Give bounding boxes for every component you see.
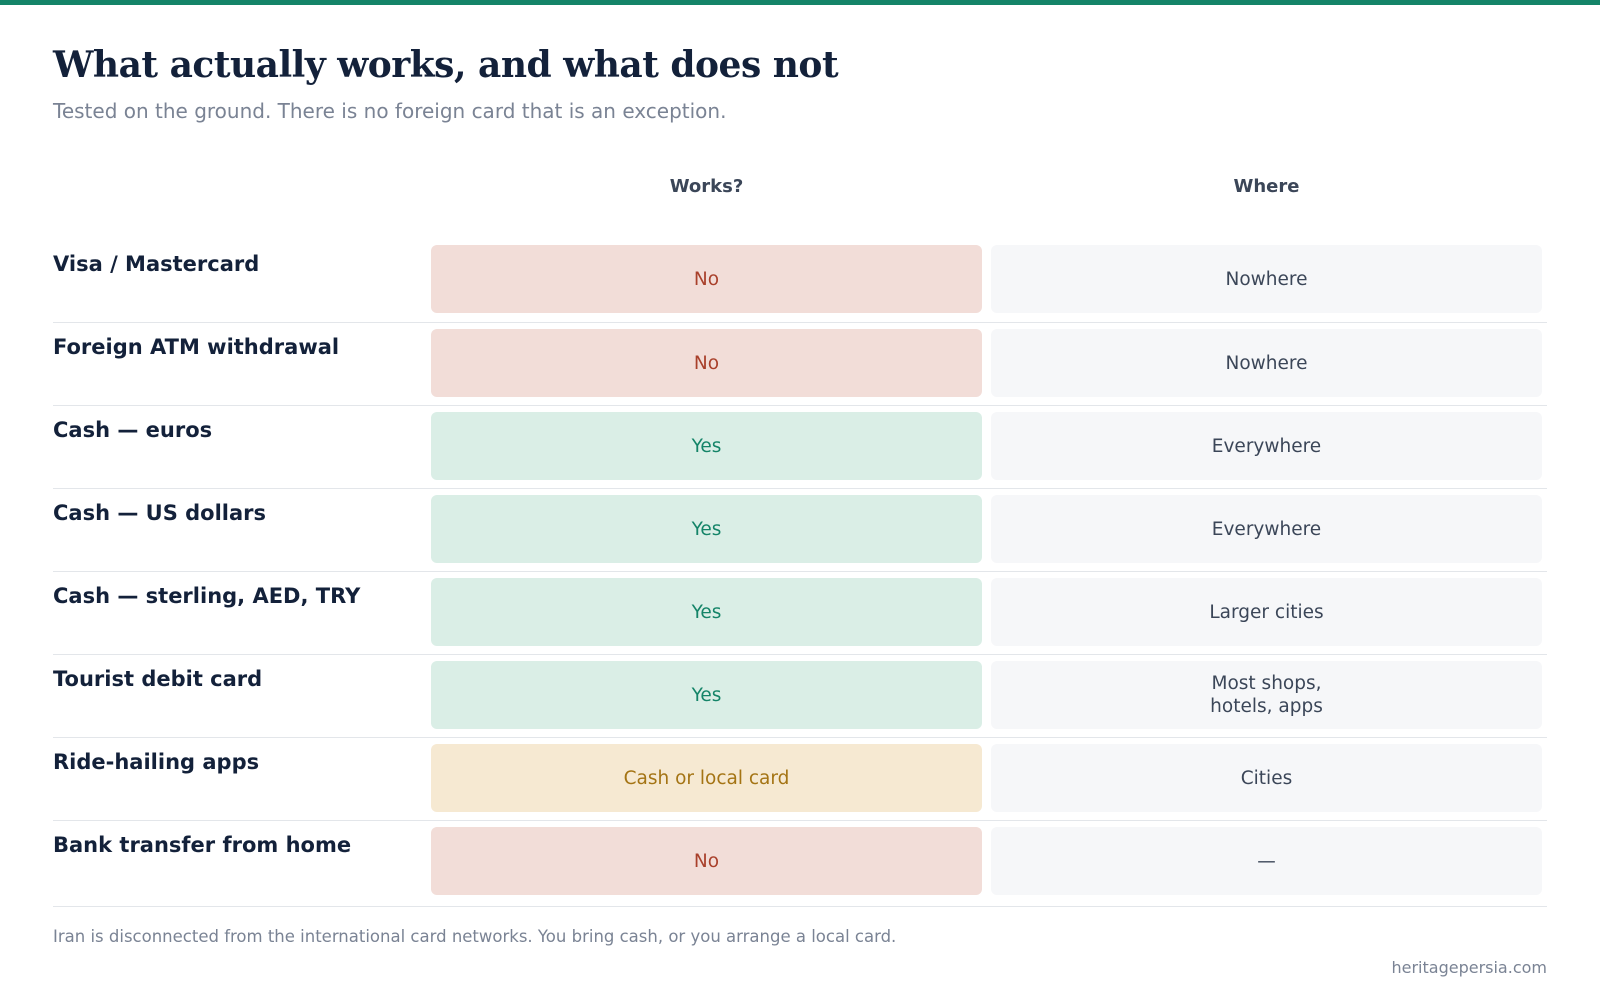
where-cell: Most shops, hotels, apps <box>991 661 1542 729</box>
row-label: Cash — euros <box>53 418 213 442</box>
row-label: Bank transfer from home <box>53 833 352 857</box>
table-row: Cash — euros Yes Everywhere <box>53 406 1547 489</box>
column-header-works: Works? <box>669 176 744 197</box>
where-cell: Cities <box>991 744 1542 812</box>
where-cell: Nowhere <box>991 245 1542 313</box>
accent-bar <box>0 0 1600 5</box>
works-status-cell: Yes <box>431 661 982 729</box>
row-label: Visa / Mastercard <box>53 252 260 276</box>
works-status-cell: Yes <box>431 412 982 480</box>
table-row: Cash — sterling, AED, TRY Yes Larger cit… <box>53 572 1547 655</box>
payment-table: Visa / Mastercard No Nowhere Foreign ATM… <box>53 240 1547 907</box>
works-status-cell: Cash or local card <box>431 744 982 812</box>
table-row: Bank transfer from home No — <box>53 821 1547 907</box>
row-label: Cash — US dollars <box>53 501 267 525</box>
table-row: Tourist debit card Yes Most shops, hotel… <box>53 655 1547 738</box>
where-cell: Everywhere <box>991 495 1542 563</box>
row-label: Foreign ATM withdrawal <box>53 335 340 359</box>
where-cell: Larger cities <box>991 578 1542 646</box>
works-status-cell: Yes <box>431 578 982 646</box>
row-label: Cash — sterling, AED, TRY <box>53 584 361 608</box>
table-row: Cash — US dollars Yes Everywhere <box>53 489 1547 572</box>
source-credit: heritagepersia.com <box>1391 958 1547 977</box>
row-label: Tourist debit card <box>53 667 263 691</box>
works-status-cell: No <box>431 245 982 313</box>
where-cell: Nowhere <box>991 329 1542 397</box>
where-cell: — <box>991 827 1542 895</box>
column-header-where: Where <box>1233 176 1300 197</box>
footnote: Iran is disconnected from the internatio… <box>53 927 897 946</box>
table-row: Foreign ATM withdrawal No Nowhere <box>53 323 1547 406</box>
works-status-cell: Yes <box>431 495 982 563</box>
table-row: Visa / Mastercard No Nowhere <box>53 240 1547 323</box>
page-subtitle: Tested on the ground. There is no foreig… <box>53 99 727 123</box>
works-status-cell: No <box>431 329 982 397</box>
page-title: What actually works, and what does not <box>53 44 839 86</box>
where-cell: Everywhere <box>991 412 1542 480</box>
table-row: Ride-hailing apps Cash or local card Cit… <box>53 738 1547 821</box>
works-status-cell: No <box>431 827 982 895</box>
row-label: Ride-hailing apps <box>53 750 260 774</box>
